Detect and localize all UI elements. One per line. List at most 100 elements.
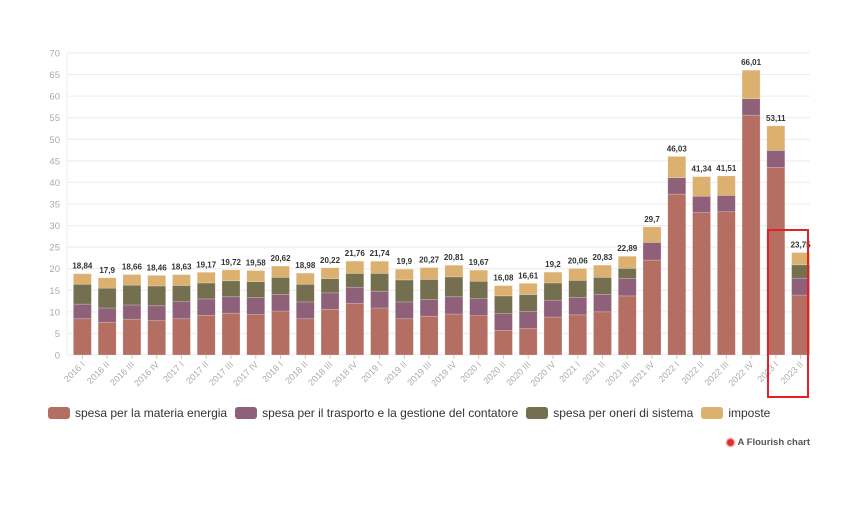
bar-stack[interactable]	[221, 269, 241, 356]
bar-segment[interactable]	[320, 308, 340, 356]
bar-segment[interactable]	[518, 294, 538, 312]
bar-segment[interactable]	[172, 285, 191, 302]
bar-segment[interactable]	[617, 267, 637, 279]
bar-segment[interactable]	[246, 281, 266, 298]
bar-segment[interactable]	[667, 177, 687, 195]
bar-stack[interactable]	[97, 277, 117, 356]
bar-segment[interactable]	[395, 318, 414, 356]
bar-segment[interactable]	[73, 303, 92, 320]
bar-segment[interactable]	[419, 299, 439, 317]
bar-segment[interactable]	[791, 252, 810, 266]
bar-segment[interactable]	[469, 269, 488, 282]
flourish-credit-link[interactable]: A Flourish chart	[726, 437, 810, 448]
bar-segment[interactable]	[320, 292, 340, 310]
bar-segment[interactable]	[494, 295, 513, 314]
bar-segment[interactable]	[617, 295, 637, 356]
bar-segment[interactable]	[147, 285, 166, 307]
bar-segment[interactable]	[494, 313, 513, 331]
bar-segment[interactable]	[419, 315, 439, 356]
bar-segment[interactable]	[692, 195, 711, 213]
bar-segment[interactable]	[444, 276, 464, 298]
bar-segment[interactable]	[73, 273, 92, 285]
bar-segment[interactable]	[97, 287, 117, 309]
bar-segment[interactable]	[692, 212, 711, 356]
bar-segment[interactable]	[221, 280, 241, 298]
bar-segment[interactable]	[469, 280, 488, 299]
bar-stack[interactable]	[717, 175, 736, 356]
bar-segment[interactable]	[568, 268, 588, 281]
bar-segment[interactable]	[345, 302, 365, 356]
bar-stack[interactable]	[667, 156, 687, 356]
bar-segment[interactable]	[221, 269, 241, 282]
bar-segment[interactable]	[593, 277, 612, 295]
bar-segment[interactable]	[667, 193, 687, 356]
bar-segment[interactable]	[395, 279, 414, 303]
bar-segment[interactable]	[147, 275, 166, 287]
bar-stack[interactable]	[518, 283, 538, 356]
bar-stack[interactable]	[494, 285, 513, 356]
bar-stack[interactable]	[345, 260, 365, 356]
legend-item-oneri-sistema[interactable]: spesa per oneri di sistema	[526, 406, 693, 420]
bar-segment[interactable]	[196, 298, 216, 316]
bar-stack[interactable]	[543, 271, 563, 356]
bar-segment[interactable]	[419, 279, 439, 300]
bar-segment[interactable]	[568, 280, 588, 298]
bar-segment[interactable]	[246, 314, 266, 356]
bar-stack[interactable]	[370, 260, 389, 356]
bar-segment[interactable]	[741, 69, 761, 100]
bar-segment[interactable]	[444, 264, 464, 278]
bar-segment[interactable]	[642, 226, 662, 243]
bar-segment[interactable]	[593, 264, 612, 278]
bar-segment[interactable]	[295, 283, 315, 303]
bar-segment[interactable]	[271, 310, 290, 356]
bar-segment[interactable]	[370, 290, 389, 309]
bar-segment[interactable]	[122, 304, 142, 320]
bar-segment[interactable]	[271, 265, 290, 278]
bar-segment[interactable]	[345, 286, 365, 304]
bar-segment[interactable]	[345, 260, 365, 274]
bar-segment[interactable]	[419, 267, 439, 280]
bar-segment[interactable]	[469, 315, 488, 356]
bar-stack[interactable]	[419, 267, 439, 356]
bar-segment[interactable]	[271, 277, 290, 295]
bar-segment[interactable]	[593, 311, 612, 356]
bar-segment[interactable]	[617, 278, 637, 297]
bar-segment[interactable]	[196, 282, 216, 300]
legend-item-trasporto[interactable]: spesa per il trasporto e la gestione del…	[235, 406, 518, 420]
bar-stack[interactable]	[122, 274, 142, 356]
bar-segment[interactable]	[395, 268, 414, 281]
bar-segment[interactable]	[122, 274, 142, 286]
bar-stack[interactable]	[642, 226, 662, 356]
bar-segment[interactable]	[122, 284, 142, 306]
bar-stack[interactable]	[172, 274, 191, 356]
bar-segment[interactable]	[295, 272, 315, 285]
bar-segment[interactable]	[97, 277, 117, 289]
bar-stack[interactable]	[295, 272, 315, 356]
bar-segment[interactable]	[494, 330, 513, 356]
bar-segment[interactable]	[444, 296, 464, 315]
bar-segment[interactable]	[73, 283, 92, 305]
bar-segment[interactable]	[97, 321, 117, 356]
bar-stack[interactable]	[617, 255, 637, 356]
bar-segment[interactable]	[295, 301, 315, 320]
legend-item-materia-energia[interactable]: spesa per la materia energia	[48, 406, 227, 420]
bar-segment[interactable]	[469, 298, 488, 317]
bar-segment[interactable]	[766, 150, 786, 168]
bar-segment[interactable]	[766, 125, 786, 151]
bar-segment[interactable]	[147, 305, 166, 321]
bar-segment[interactable]	[221, 312, 241, 356]
bar-segment[interactable]	[196, 315, 216, 356]
bar-segment[interactable]	[717, 195, 736, 213]
bar-stack[interactable]	[593, 264, 612, 356]
bar-segment[interactable]	[518, 311, 538, 329]
bar-stack[interactable]	[469, 269, 488, 356]
bar-stack[interactable]	[692, 176, 711, 356]
bar-segment[interactable]	[717, 175, 736, 196]
bar-segment[interactable]	[543, 316, 563, 356]
bar-segment[interactable]	[543, 282, 563, 301]
bar-segment[interactable]	[395, 301, 414, 320]
bar-segment[interactable]	[147, 320, 166, 356]
bar-stack[interactable]	[395, 268, 414, 356]
bar-segment[interactable]	[370, 273, 389, 292]
bar-segment[interactable]	[221, 296, 241, 314]
